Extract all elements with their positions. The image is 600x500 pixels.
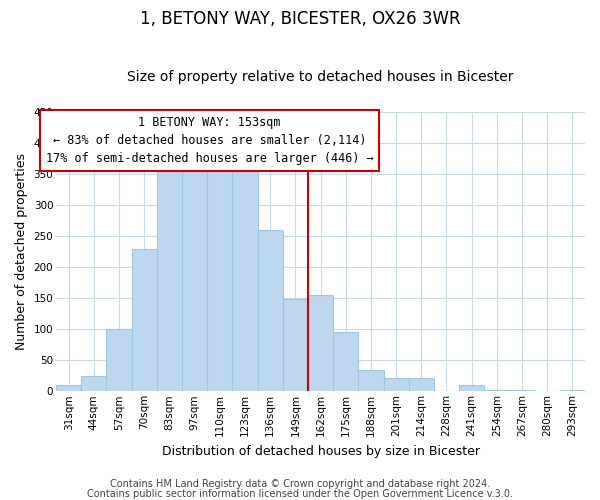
Bar bbox=[333, 332, 358, 392]
Bar bbox=[459, 385, 484, 392]
Bar bbox=[106, 329, 131, 392]
Text: Contains HM Land Registry data © Crown copyright and database right 2024.: Contains HM Land Registry data © Crown c… bbox=[110, 479, 490, 489]
Title: Size of property relative to detached houses in Bicester: Size of property relative to detached ho… bbox=[127, 70, 514, 85]
Y-axis label: Number of detached properties: Number of detached properties bbox=[15, 153, 28, 350]
Bar bbox=[358, 370, 383, 392]
Text: Contains public sector information licensed under the Open Government Licence v.: Contains public sector information licen… bbox=[87, 489, 513, 499]
Bar bbox=[232, 168, 257, 392]
Bar bbox=[308, 295, 333, 392]
Bar bbox=[484, 390, 509, 392]
X-axis label: Distribution of detached houses by size in Bicester: Distribution of detached houses by size … bbox=[161, 444, 479, 458]
Text: 1, BETONY WAY, BICESTER, OX26 3WR: 1, BETONY WAY, BICESTER, OX26 3WR bbox=[140, 10, 460, 28]
Bar bbox=[409, 378, 434, 392]
Text: 1 BETONY WAY: 153sqm
← 83% of detached houses are smaller (2,114)
17% of semi-de: 1 BETONY WAY: 153sqm ← 83% of detached h… bbox=[46, 116, 374, 166]
Bar bbox=[207, 160, 232, 392]
Bar bbox=[560, 390, 585, 392]
Bar bbox=[509, 390, 535, 392]
Bar bbox=[383, 378, 409, 392]
Bar bbox=[283, 300, 308, 392]
Bar bbox=[182, 162, 207, 392]
Bar bbox=[131, 248, 157, 392]
Bar bbox=[157, 165, 182, 392]
Bar bbox=[257, 230, 283, 392]
Bar bbox=[81, 376, 106, 392]
Bar bbox=[56, 385, 81, 392]
